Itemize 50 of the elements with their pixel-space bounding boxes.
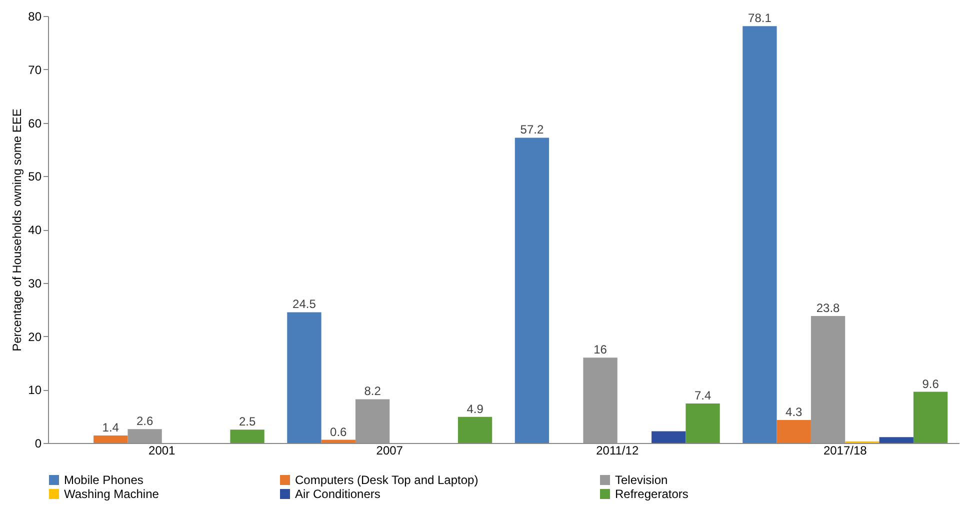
x-tick-label: 2011/12 [596, 444, 639, 458]
y-tick-label: 50 [28, 170, 42, 184]
legend-label: Mobile Phones [64, 473, 144, 487]
y-tick-label: 30 [28, 276, 42, 290]
bar [458, 416, 492, 443]
bar [810, 316, 846, 443]
y-axis-title: Percentage of Households owning some EEE [10, 108, 24, 352]
y-tick-label: 10 [28, 383, 42, 398]
bar [742, 26, 777, 443]
bar [321, 440, 356, 443]
data-label: 7.4 [694, 388, 712, 403]
legend-label: Washing Machine [64, 487, 160, 501]
legend-label: Refregerators [615, 487, 688, 501]
bar [514, 138, 550, 443]
y-tick-label: 0 [34, 436, 42, 450]
data-label: 4.3 [786, 405, 803, 420]
y-tick-label: 40 [28, 223, 42, 237]
legend-label: Television [615, 473, 668, 487]
bar [230, 430, 264, 443]
bar [776, 420, 811, 443]
bar [583, 358, 618, 443]
data-label: 8.2 [364, 384, 382, 398]
data-label: 9.6 [922, 376, 940, 391]
y-tick-label: 70 [28, 62, 42, 77]
bar [913, 392, 948, 443]
legend-label: Air Conditioners [295, 487, 380, 501]
x-tick-label: 2017/18 [823, 444, 868, 458]
data-label: 78.1 [748, 11, 772, 26]
data-label: 57.2 [520, 122, 544, 137]
data-label: 2.6 [136, 414, 154, 428]
bar [94, 436, 128, 443]
x-tick-label: 2001 [148, 444, 176, 458]
legend-label: Computers (Desk Top and Laptop) [295, 473, 478, 487]
data-label: 0.6 [330, 424, 348, 439]
y-tick-label: 20 [28, 330, 42, 344]
bar [287, 312, 322, 443]
x-tick-label: 2007 [376, 444, 404, 458]
data-label: 24.5 [292, 297, 316, 312]
data-label: 23.8 [816, 300, 840, 315]
y-tick-label: 80 [28, 10, 42, 24]
data-label: 1.4 [102, 420, 120, 435]
bar [879, 437, 914, 443]
data-label: 4.9 [466, 402, 484, 416]
bar [686, 404, 720, 443]
bar [355, 399, 390, 443]
y-tick-label: 60 [28, 116, 42, 130]
data-label: 16 [594, 342, 608, 357]
bar [128, 429, 162, 443]
data-label: 2.5 [238, 414, 256, 429]
bar [652, 431, 686, 443]
